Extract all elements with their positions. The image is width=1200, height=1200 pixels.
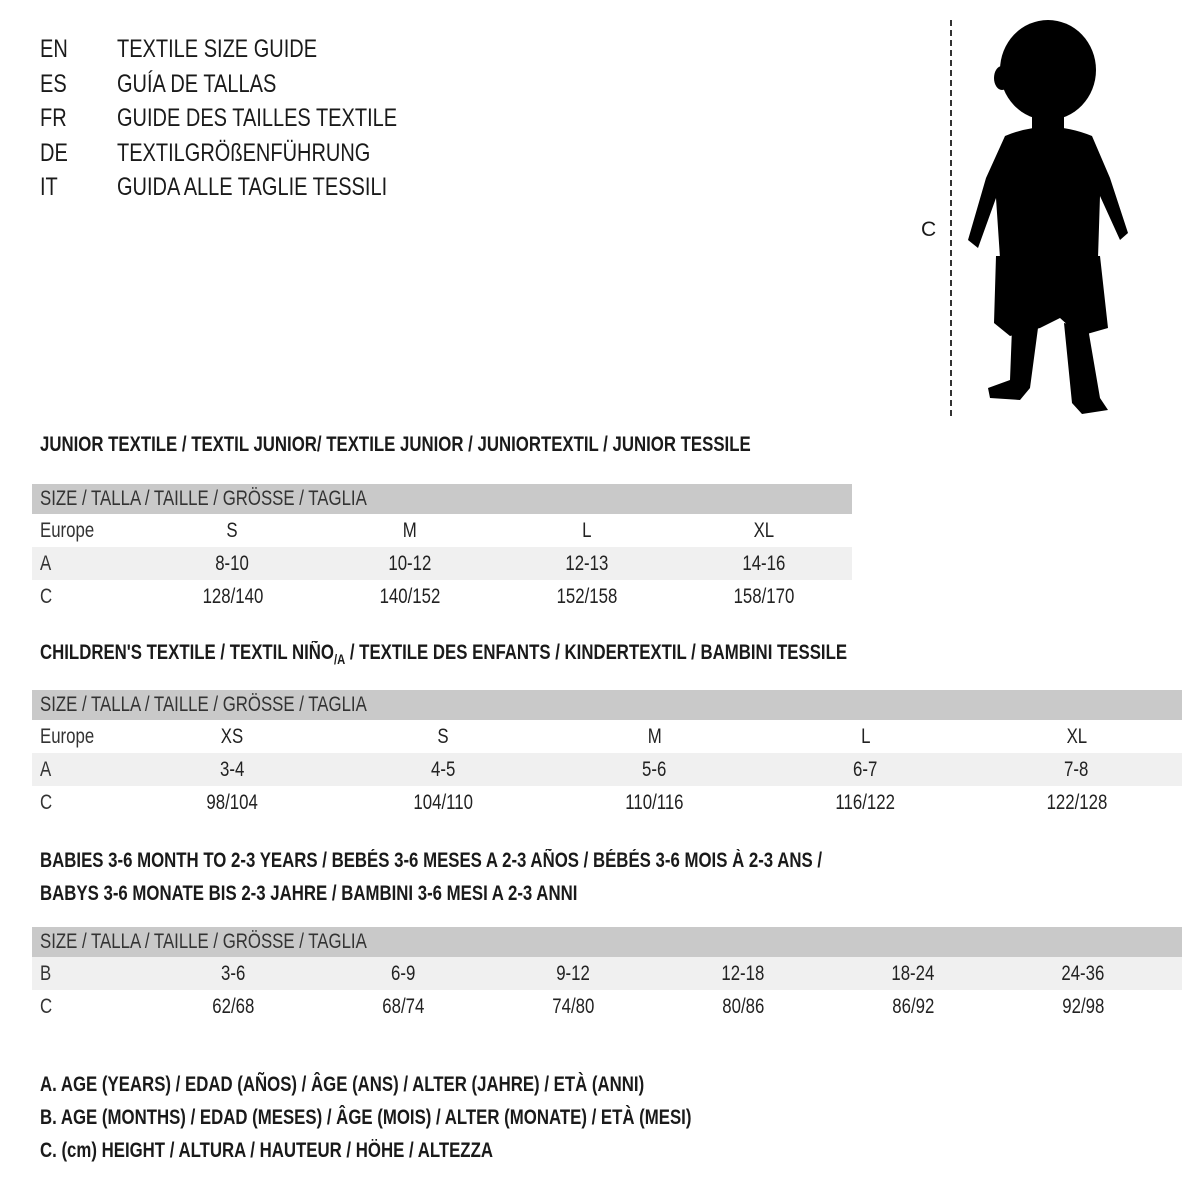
table-cell: 92/98 — [1061, 995, 1105, 1018]
table-cell: 86/92 — [891, 995, 935, 1018]
row-label: B — [40, 962, 52, 985]
table-cell: 152/158 — [556, 585, 617, 608]
language-code: ES — [40, 69, 67, 98]
table-cell: 5-6 — [642, 758, 667, 781]
table-cell: M — [647, 725, 662, 748]
height-dashed-line — [950, 20, 952, 416]
children-size-table: SIZE / TALLA / TAILLE / GRÖSSE / TAGLIA E… — [32, 690, 1182, 819]
table-cell: 4-5 — [431, 758, 456, 781]
table-cell: 3-4 — [220, 758, 245, 781]
table-row: Europe XS S M L XL — [32, 720, 1182, 753]
size-header: SIZE / TALLA / TAILLE / GRÖSSE / TAGLIA — [32, 484, 852, 514]
table-row: C 128/140 140/152 152/158 158/170 — [32, 580, 852, 613]
row-label: C — [40, 995, 53, 1018]
table-cell: M — [402, 519, 417, 542]
legend-b: B. AGE (MONTHS) / EDAD (MESES) / ÂGE (MO… — [40, 1106, 692, 1129]
table-cell: 24-36 — [1061, 962, 1105, 985]
table-cell: L — [581, 519, 592, 542]
table-cell: 10-12 — [388, 552, 431, 575]
babies-title-line1: BABIES 3-6 MONTH TO 2-3 YEARS / BEBÉS 3-… — [40, 849, 823, 872]
table-row: C 98/104 104/110 110/116 116/122 122/128 — [32, 786, 1182, 819]
table-cell: 6-7 — [853, 758, 878, 781]
row-label: C — [40, 585, 53, 608]
table-cell: 12-18 — [721, 962, 765, 985]
title-text: GUIDE DES TAILLES TEXTILE — [117, 104, 398, 132]
table-cell: 6-9 — [390, 962, 416, 985]
legend-a: A. AGE (YEARS) / EDAD (AÑOS) / ÂGE (ANS)… — [40, 1073, 645, 1096]
babies-title-line2: BABYS 3-6 MONATE BIS 2-3 JAHRE / BAMBINI… — [40, 882, 578, 905]
table-cell: 18-24 — [891, 962, 935, 985]
table-row: C 62/68 68/74 74/80 80/86 86/92 92/98 — [32, 990, 1182, 1023]
language-code: FR — [40, 104, 67, 132]
row-label: A — [40, 552, 52, 575]
row-label: C — [40, 791, 53, 814]
table-cell: 116/122 — [835, 791, 896, 814]
legend-c: C. (cm) HEIGHT / ALTURA / HAUTEUR / HÖHE… — [40, 1139, 493, 1162]
children-title: CHILDREN'S TEXTILE / TEXTIL NIÑO/A / TEX… — [40, 641, 848, 668]
table-cell: 80/86 — [721, 995, 765, 1018]
junior-title: JUNIOR TEXTILE / TEXTIL JUNIOR/ TEXTILE … — [40, 433, 751, 456]
title-text: TEXTILE SIZE GUIDE — [117, 35, 318, 63]
table-cell: XL — [753, 519, 774, 542]
table-cell: 14-16 — [742, 552, 785, 575]
table-cell: 128/140 — [202, 585, 263, 608]
babies-size-table: SIZE / TALLA / TAILLE / GRÖSSE / TAGLIA B… — [32, 927, 1182, 1023]
table-cell: 98/104 — [206, 791, 258, 814]
table-cell: 3-6 — [220, 962, 246, 985]
table-row: B 3-6 6-9 9-12 12-18 18-24 24-36 — [32, 957, 1182, 990]
height-label: C — [921, 218, 937, 241]
junior-size-table: SIZE / TALLA / TAILLE / GRÖSSE / TAGLIA E… — [32, 484, 852, 613]
language-code: DE — [40, 138, 68, 167]
size-header: SIZE / TALLA / TAILLE / GRÖSSE / TAGLIA — [32, 927, 1182, 957]
table-cell: 104/110 — [413, 791, 473, 814]
table-cell: 74/80 — [551, 995, 595, 1018]
table-row: A 3-4 4-5 5-6 6-7 7-8 — [32, 753, 1182, 786]
title-text: GUIDA ALLE TAGLIE TESSILI — [117, 173, 388, 201]
language-code: IT — [40, 173, 58, 201]
table-cell: XS — [220, 725, 244, 748]
table-cell: 9-12 — [556, 962, 590, 985]
table-cell: L — [860, 725, 871, 748]
title-text: TEXTILGRÖßENFÜHRUNG — [117, 138, 371, 167]
language-code: EN — [40, 35, 68, 63]
table-cell: S — [226, 519, 239, 542]
row-label: A — [40, 758, 52, 781]
table-cell: 110/116 — [625, 791, 684, 814]
row-label: Europe — [40, 725, 95, 748]
size-header: SIZE / TALLA / TAILLE / GRÖSSE / TAGLIA — [32, 690, 1182, 720]
table-cell: S — [437, 725, 449, 748]
table-cell: 12-13 — [565, 552, 608, 575]
table-cell: 62/68 — [211, 995, 255, 1018]
table-row: Europe S M L XL — [32, 514, 852, 547]
table-cell: 68/74 — [381, 995, 425, 1018]
child-silhouette-icon — [968, 20, 1128, 414]
table-row: A 8-10 10-12 12-13 14-16 — [32, 547, 852, 580]
table-cell: 158/170 — [733, 585, 794, 608]
table-cell: 8-10 — [215, 552, 250, 575]
table-cell: XL — [1066, 725, 1087, 748]
table-cell: 140/152 — [379, 585, 440, 608]
table-cell: 7-8 — [1064, 758, 1089, 781]
table-cell: 122/128 — [1046, 791, 1107, 814]
title-text: GUÍA DE TALLAS — [117, 69, 277, 98]
row-label: Europe — [40, 519, 95, 542]
